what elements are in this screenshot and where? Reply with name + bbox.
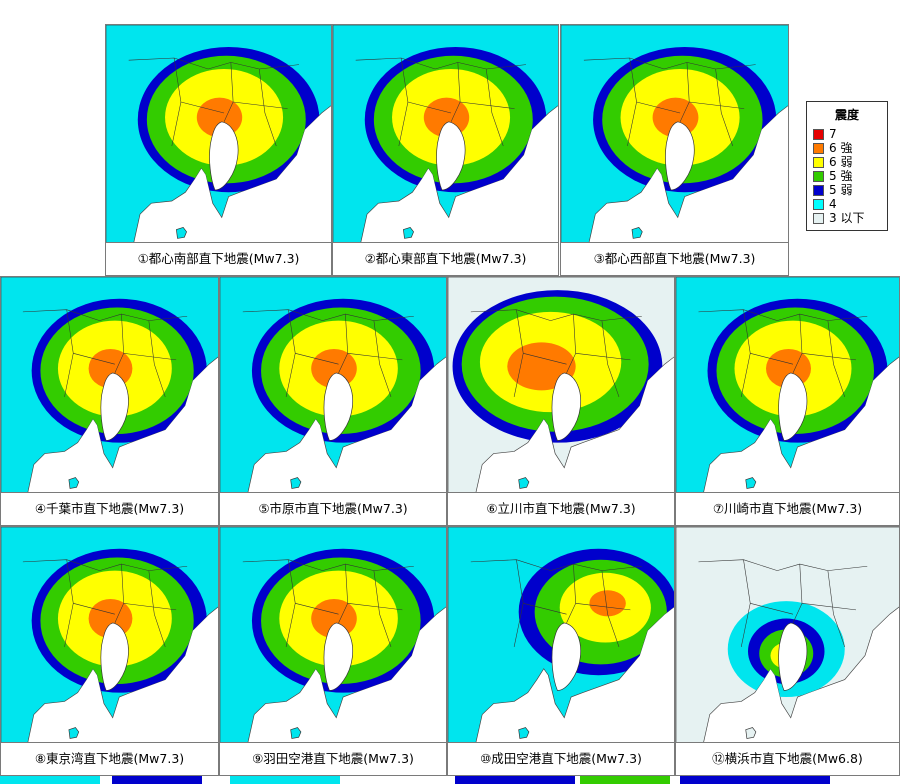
legend-swatch bbox=[813, 198, 824, 210]
seismic-intensity-map bbox=[1, 527, 218, 745]
legend-label: 3 以下 bbox=[829, 211, 865, 225]
legend-title: 震度 bbox=[834, 108, 859, 122]
seismic-intensity-map bbox=[1, 277, 218, 495]
legend-item: 6 強 bbox=[813, 141, 887, 155]
scenario-map-panel: ①都心南部直下地震(Mw7.3) bbox=[105, 24, 332, 276]
scenario-caption: ②都心東部直下地震(Mw7.3) bbox=[333, 242, 558, 275]
legend-swatch bbox=[813, 184, 824, 196]
legend-swatch bbox=[813, 128, 824, 140]
seismic-intensity-map bbox=[448, 277, 674, 495]
scenario-caption: ⑫横浜市直下地震(Mw6.8) bbox=[676, 742, 899, 775]
scenario-map-panel: ⑦川崎市直下地震(Mw7.3) bbox=[675, 276, 900, 526]
scenario-map-panel: ⑤市原市直下地震(Mw7.3) bbox=[219, 276, 447, 526]
legend-item: 4 bbox=[813, 197, 887, 211]
legend-label: 5 強 bbox=[829, 169, 853, 183]
next-row-map-edge bbox=[0, 776, 900, 784]
scenario-caption: ①都心南部直下地震(Mw7.3) bbox=[106, 242, 331, 275]
seismic-intensity-map bbox=[220, 527, 446, 745]
scenario-caption: ⑦川崎市直下地震(Mw7.3) bbox=[676, 492, 899, 525]
seismic-intensity-map bbox=[561, 25, 788, 245]
scenario-caption: ⑧東京湾直下地震(Mw7.3) bbox=[1, 742, 218, 775]
scenario-map-panel: ②都心東部直下地震(Mw7.3) bbox=[332, 24, 559, 276]
seismic-intensity-map bbox=[448, 527, 674, 745]
scenario-caption: ③都心西部直下地震(Mw7.3) bbox=[561, 242, 788, 275]
legend-label: 4 bbox=[829, 197, 837, 211]
legend-item: 6 弱 bbox=[813, 155, 887, 169]
legend-swatch bbox=[813, 156, 824, 168]
scenario-map-panel: ③都心西部直下地震(Mw7.3) bbox=[560, 24, 789, 276]
scenario-caption: ⑩成田空港直下地震(Mw7.3) bbox=[448, 742, 674, 775]
legend-swatch bbox=[813, 170, 824, 182]
scenario-caption: ⑤市原市直下地震(Mw7.3) bbox=[220, 492, 446, 525]
legend-item: 7 bbox=[813, 127, 887, 141]
legend-swatch bbox=[813, 212, 824, 224]
scenario-caption: ④千葉市直下地震(Mw7.3) bbox=[1, 492, 218, 525]
scenario-map-panel: ⑨羽田空港直下地震(Mw7.3) bbox=[219, 526, 447, 776]
scenario-caption: ⑥立川市直下地震(Mw7.3) bbox=[448, 492, 674, 525]
scenario-map-panel: ⑫横浜市直下地震(Mw6.8) bbox=[675, 526, 900, 776]
scenario-map-panel: ⑧東京湾直下地震(Mw7.3) bbox=[0, 526, 219, 776]
legend-item: 5 強 bbox=[813, 169, 887, 183]
legend-label: 6 強 bbox=[829, 141, 853, 155]
seismic-intensity-map bbox=[676, 527, 899, 745]
legend-swatch bbox=[813, 142, 824, 154]
seismic-intensity-map bbox=[106, 25, 331, 245]
legend-item: 3 以下 bbox=[813, 211, 887, 225]
scenario-map-panel: ⑥立川市直下地震(Mw7.3) bbox=[447, 276, 675, 526]
legend-label: 7 bbox=[829, 127, 837, 141]
seismic-intensity-map bbox=[676, 277, 899, 495]
seismic-intensity-map bbox=[220, 277, 446, 495]
scenario-map-panel: ④千葉市直下地震(Mw7.3) bbox=[0, 276, 219, 526]
legend-label: 5 弱 bbox=[829, 183, 853, 197]
scenario-map-panel: ⑩成田空港直下地震(Mw7.3) bbox=[447, 526, 675, 776]
seismic-intensity-map bbox=[333, 25, 558, 245]
scenario-caption: ⑨羽田空港直下地震(Mw7.3) bbox=[220, 742, 446, 775]
legend-label: 6 弱 bbox=[829, 155, 853, 169]
legend-item: 5 弱 bbox=[813, 183, 887, 197]
